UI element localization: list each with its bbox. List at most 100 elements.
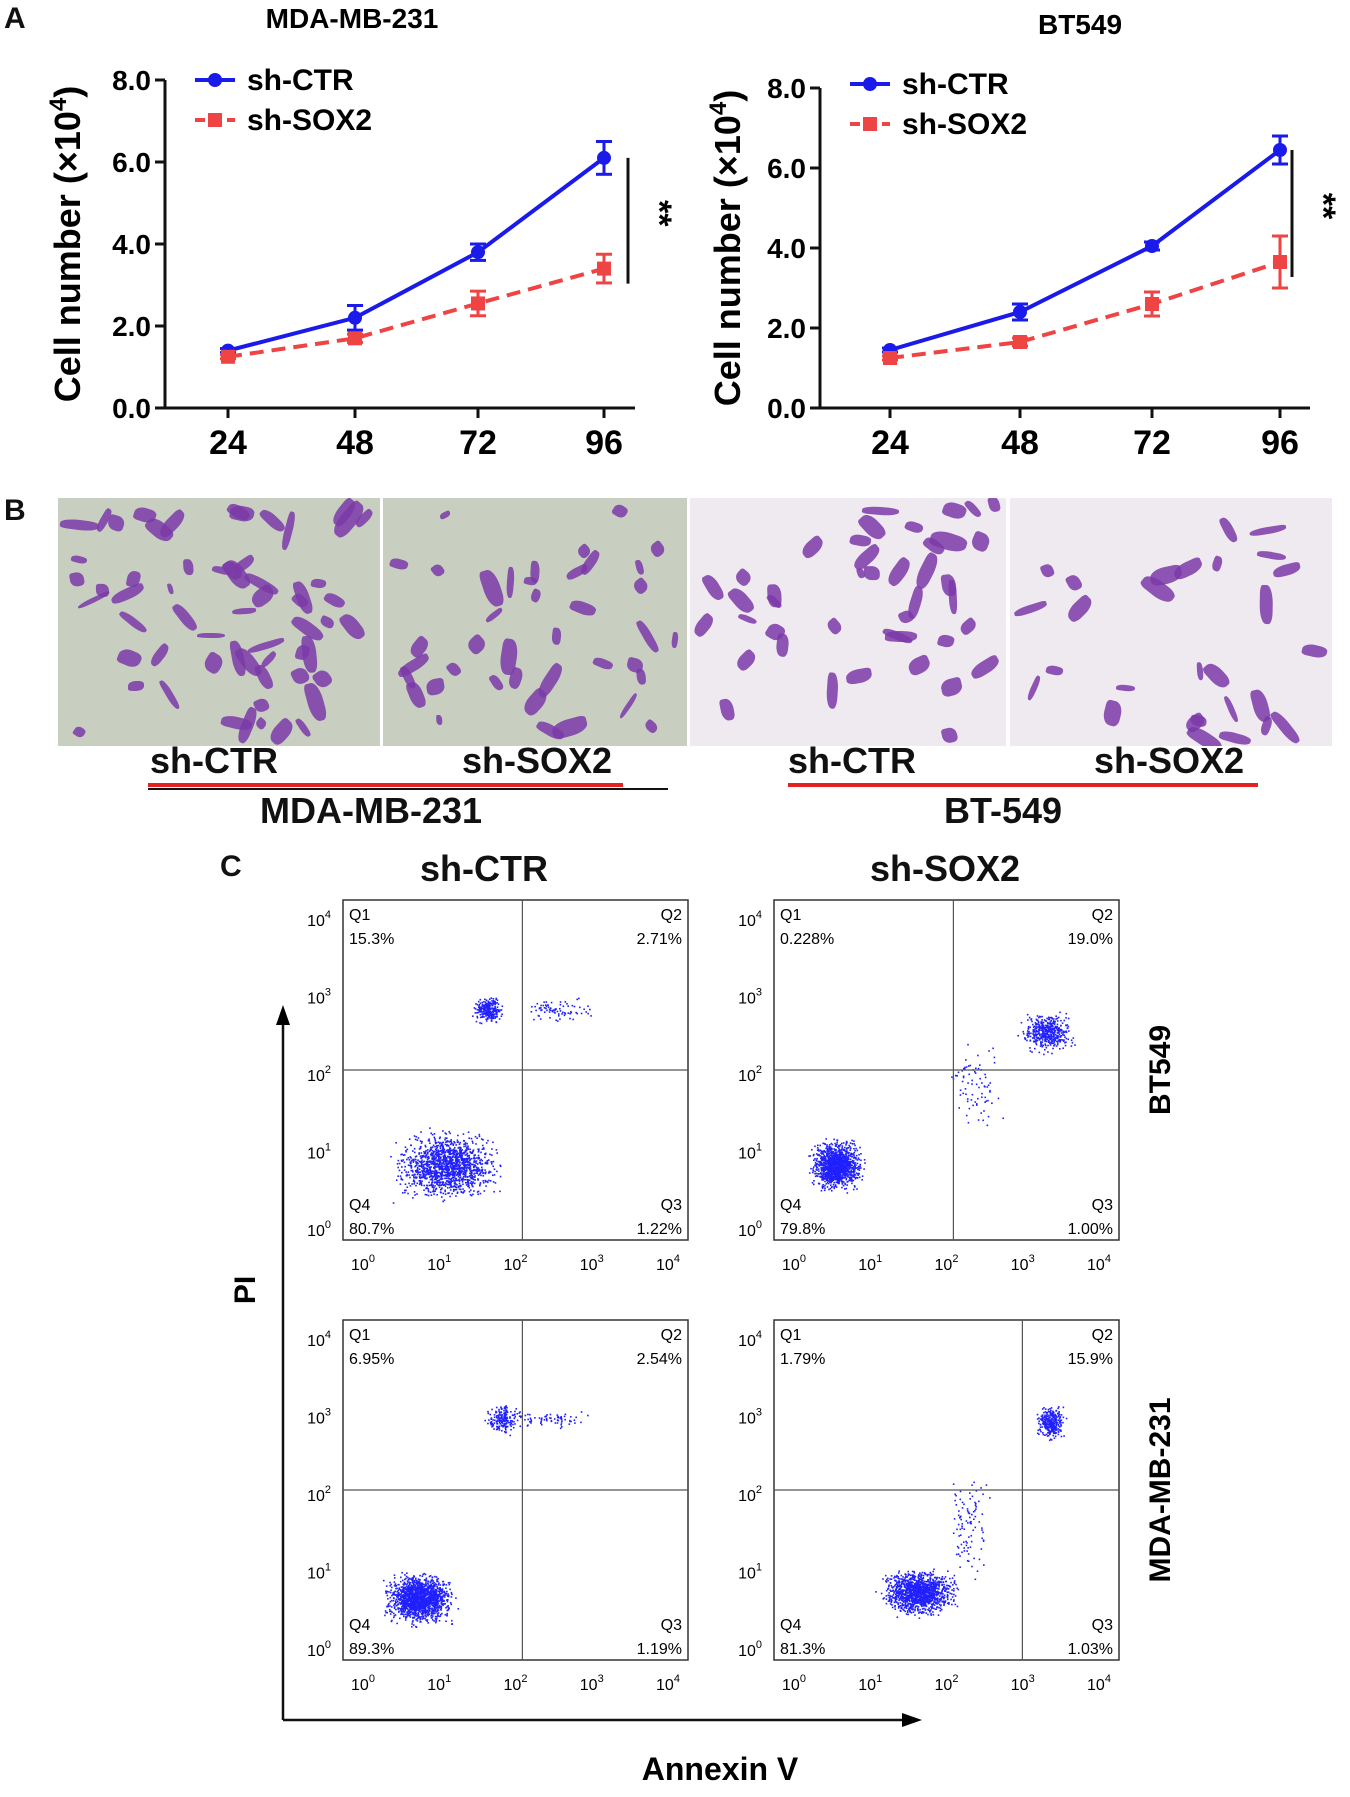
flow-dot <box>1068 1030 1070 1032</box>
flow-dot <box>437 1153 439 1156</box>
flow-dot <box>389 1605 391 1607</box>
flow-dot <box>840 1142 843 1145</box>
flow-dot <box>413 1575 415 1577</box>
flow-dot <box>456 1158 459 1161</box>
flow-dot <box>460 1167 462 1169</box>
flow-dot <box>481 1016 483 1018</box>
flow-dot <box>1048 1018 1051 1021</box>
flow-dot <box>410 1578 412 1580</box>
y-tick-label: 4.0 <box>112 229 151 260</box>
flow-dot <box>445 1171 448 1174</box>
flow-dot <box>842 1159 844 1162</box>
flow-dot <box>837 1155 839 1158</box>
flow-dot <box>466 1166 468 1169</box>
flow-dot <box>820 1170 823 1172</box>
flow-dot <box>1049 1042 1051 1045</box>
flow-dot <box>446 1183 449 1186</box>
flow-dot <box>833 1152 835 1155</box>
flow-dot <box>1031 1051 1033 1053</box>
flow-dot <box>988 1050 990 1052</box>
flow-dot <box>405 1150 407 1153</box>
flow-dot <box>1053 1030 1056 1033</box>
flow-dot <box>465 1145 467 1147</box>
flow-dot <box>438 1181 440 1183</box>
flow-dot <box>463 1152 466 1154</box>
flow-dot <box>421 1162 423 1165</box>
flow-dot <box>1040 1029 1043 1032</box>
flow-dot <box>1051 1036 1054 1038</box>
flow-dot <box>438 1594 441 1596</box>
flow-dot <box>564 1001 567 1003</box>
flow-dot <box>429 1595 431 1598</box>
flow-dot <box>982 1119 985 1122</box>
flow-dot <box>483 1005 486 1008</box>
flow-dot <box>434 1164 436 1167</box>
flow-dot <box>447 1168 449 1171</box>
flow-dot <box>403 1583 406 1585</box>
flow-dot <box>405 1594 408 1597</box>
flow-dot <box>463 1143 465 1146</box>
flow-dot <box>462 1178 465 1181</box>
flow-dot <box>405 1149 407 1152</box>
flow-dot <box>837 1163 839 1166</box>
flow-dot <box>447 1149 449 1151</box>
flow-dot <box>861 1175 864 1177</box>
quadrant-value-q3: 1.00% <box>1068 1221 1113 1238</box>
legend-marker <box>208 73 222 87</box>
flow-dot <box>827 1156 829 1158</box>
flow-dot <box>404 1574 406 1576</box>
flow-dot <box>972 1104 974 1107</box>
y-tick-label: 6.0 <box>767 153 806 184</box>
flow-dot <box>556 1010 559 1013</box>
flow-dot <box>448 1183 450 1186</box>
flow-dot <box>439 1158 442 1160</box>
flow-dot <box>439 1167 442 1170</box>
flow-dot <box>825 1162 827 1164</box>
flow-dot <box>846 1150 848 1152</box>
flow-dot <box>416 1166 419 1169</box>
x-tick-label: 96 <box>1261 424 1299 462</box>
flow-dot <box>832 1179 835 1182</box>
flow-dot <box>439 1184 441 1186</box>
flow-dot <box>390 1155 392 1158</box>
flow-dot <box>468 1190 471 1193</box>
flow-dot <box>843 1173 846 1175</box>
flow-dot <box>435 1592 438 1594</box>
flow-dot <box>423 1151 426 1154</box>
flow-dot <box>426 1602 429 1604</box>
flow-dot <box>452 1175 454 1177</box>
flow-dot <box>441 1173 444 1175</box>
flow-dot <box>434 1158 436 1160</box>
flow-dot <box>966 1100 969 1103</box>
flow-dot <box>829 1169 832 1171</box>
flow-dot <box>477 1000 480 1003</box>
flow-dot <box>438 1166 441 1168</box>
flow-dot <box>429 1605 431 1607</box>
flow-dot <box>838 1164 840 1167</box>
flow-dot <box>424 1146 427 1148</box>
flow-dot <box>419 1140 422 1142</box>
flow-dot <box>832 1177 835 1180</box>
flow-dot <box>841 1158 844 1161</box>
flow-dot <box>439 1188 442 1191</box>
flow-dot <box>839 1143 842 1146</box>
flow-dot <box>415 1176 417 1179</box>
flow-dot <box>1035 1034 1038 1037</box>
flow-dot <box>414 1165 416 1168</box>
flow-dot <box>443 1171 445 1173</box>
flow-dot <box>1054 1038 1056 1041</box>
flow-dot <box>489 1001 491 1004</box>
flow-dot <box>436 1597 438 1600</box>
flow-dot <box>474 1176 476 1179</box>
flow-dot <box>454 1181 456 1184</box>
data-point <box>348 310 362 325</box>
flow-dot <box>1053 1027 1056 1030</box>
flow-dot <box>432 1163 435 1166</box>
y-tick-label: 4.0 <box>767 233 806 264</box>
flow-dot <box>444 1132 447 1134</box>
legend-marker <box>208 113 222 127</box>
flow-dot <box>460 1155 463 1157</box>
flow-dots <box>382 1405 589 1629</box>
flow-dot <box>841 1174 843 1177</box>
flow-dot <box>829 1181 831 1184</box>
